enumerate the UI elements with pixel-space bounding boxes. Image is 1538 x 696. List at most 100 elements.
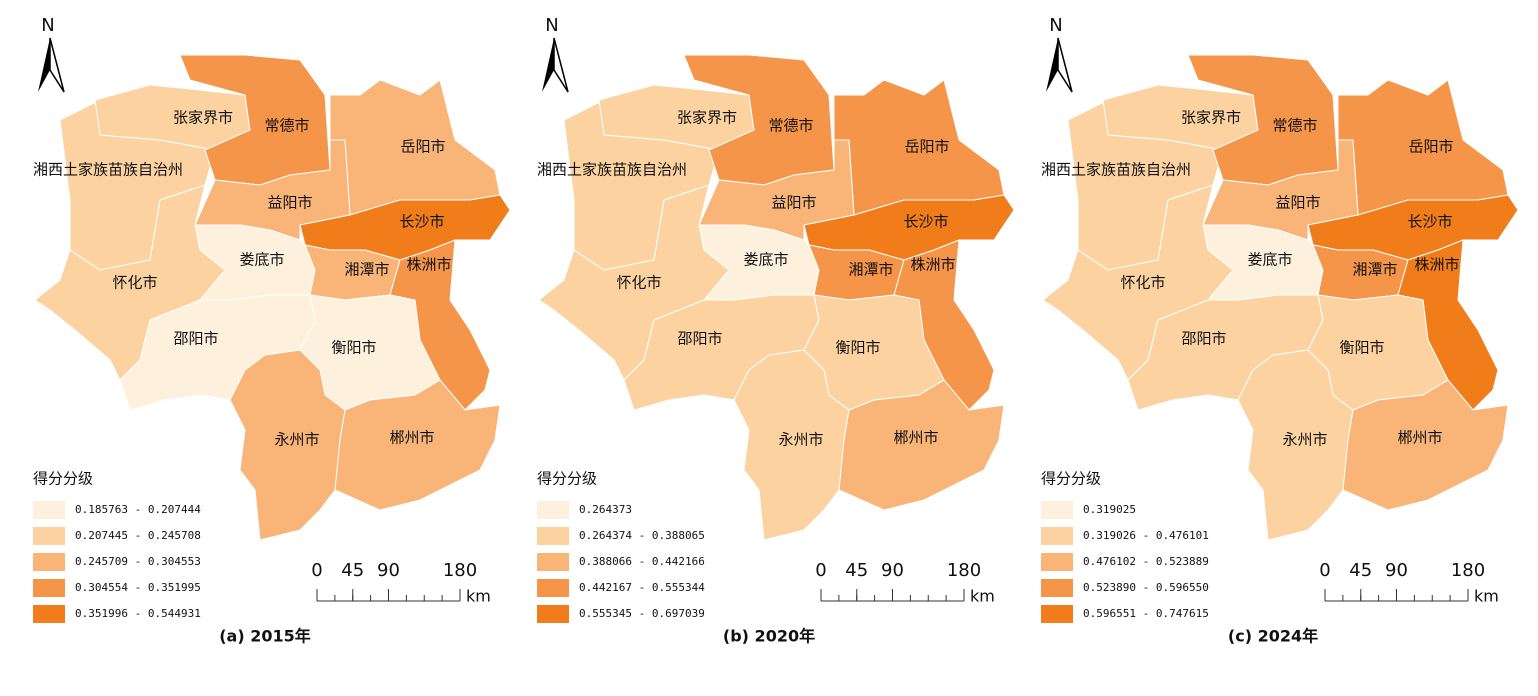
- region-label: 常德市: [768, 117, 813, 135]
- north-arrow: [38, 38, 50, 92]
- region: [838, 379, 1005, 511]
- region-label: 永州市: [778, 431, 823, 449]
- legend-swatch: [537, 553, 569, 571]
- legend-swatch: [33, 527, 65, 545]
- region-label: 永州市: [274, 431, 319, 449]
- region-label: 衡阳市: [1339, 339, 1384, 357]
- region-label: 常德市: [1272, 117, 1317, 135]
- region: [334, 379, 501, 511]
- scale-unit: km: [970, 587, 995, 606]
- scale-label: 90: [881, 560, 904, 581]
- legend-label: 0.388066 - 0.442166: [579, 555, 705, 568]
- region-label: 娄底市: [743, 251, 788, 269]
- region-label: 益阳市: [267, 194, 312, 212]
- legend-swatch: [537, 527, 569, 545]
- scale-label: 0: [1319, 560, 1330, 581]
- legend-swatch: [1041, 501, 1073, 519]
- legend-swatch: [1041, 605, 1073, 623]
- legend-swatch: [1041, 579, 1073, 597]
- scale-label: 0: [815, 560, 826, 581]
- scale-label: 45: [1349, 560, 1372, 581]
- region-label: 益阳市: [1275, 194, 1320, 212]
- region-label: 怀化市: [112, 274, 157, 292]
- scale-unit: km: [466, 587, 491, 606]
- legend-label: 0.351996 - 0.544931: [75, 607, 201, 620]
- region-label: 湘西土家族苗族自治州: [33, 161, 183, 179]
- north-label: N: [545, 15, 558, 36]
- north-arrow: [1057, 37, 1073, 93]
- panel-caption: (a) 2015年: [219, 627, 311, 646]
- legend-swatch: [33, 579, 65, 597]
- legend-label: 0.264373: [579, 503, 632, 516]
- region-label: 永州市: [1282, 431, 1327, 449]
- region-label: 长沙市: [399, 213, 444, 231]
- legend-label: 0.207445 - 0.245708: [75, 529, 201, 542]
- legend-label: 0.555345 - 0.697039: [579, 607, 705, 620]
- region-label: 衡阳市: [331, 339, 376, 357]
- region-label: 长沙市: [1407, 213, 1452, 231]
- north-arrow: [553, 37, 569, 93]
- region-label: 株洲市: [406, 256, 451, 274]
- legend-label: 0.304554 - 0.351995: [75, 581, 201, 594]
- region-label: 怀化市: [1120, 274, 1165, 292]
- legend-label: 0.476102 - 0.523889: [1083, 555, 1209, 568]
- region-label: 常德市: [264, 117, 309, 135]
- legend-swatch: [1041, 553, 1073, 571]
- scale-label: 90: [1385, 560, 1408, 581]
- legend-label: 0.596551 - 0.747615: [1083, 607, 1209, 620]
- north-arrow: [49, 37, 65, 93]
- region-label: 湘西土家族苗族自治州: [1041, 161, 1191, 179]
- scale-label: 45: [845, 560, 868, 581]
- region-label: 湘潭市: [344, 261, 389, 279]
- scale-label: 45: [341, 560, 364, 581]
- legend-title: 得分分级: [537, 470, 597, 488]
- north-label: N: [41, 15, 54, 36]
- region-label: 娄底市: [239, 251, 284, 269]
- legend-label: 0.185763 - 0.207444: [75, 503, 201, 516]
- region-label: 张家界市: [1181, 109, 1241, 127]
- region-label: 衡阳市: [835, 339, 880, 357]
- region-label: 邵阳市: [677, 330, 722, 348]
- legend-title: 得分分级: [33, 470, 93, 488]
- scale-label: 180: [947, 560, 981, 581]
- region-label: 岳阳市: [1408, 138, 1453, 156]
- panel-caption: (c) 2024年: [1228, 627, 1318, 646]
- region-label: 湘潭市: [848, 261, 893, 279]
- region-label: 湘潭市: [1352, 261, 1397, 279]
- legend-swatch: [33, 501, 65, 519]
- north-arrow: [542, 38, 554, 92]
- legend-label: 0.442167 - 0.555344: [579, 581, 705, 594]
- legend-label: 0.245709 - 0.304553: [75, 555, 201, 568]
- region-label: 岳阳市: [400, 138, 445, 156]
- region-label: 娄底市: [1247, 251, 1292, 269]
- region-label: 邵阳市: [173, 330, 218, 348]
- legend-label: 0.523890 - 0.596550: [1083, 581, 1209, 594]
- scale-label: 90: [377, 560, 400, 581]
- legend-swatch: [1041, 527, 1073, 545]
- legend-swatch: [33, 553, 65, 571]
- region-label: 岳阳市: [904, 138, 949, 156]
- region-label: 株洲市: [1414, 256, 1459, 274]
- scale-unit: km: [1474, 587, 1499, 606]
- region-label: 郴州市: [389, 429, 434, 447]
- legend-swatch: [537, 579, 569, 597]
- legend-swatch: [537, 605, 569, 623]
- region-label: 邵阳市: [1181, 330, 1226, 348]
- region-label: 怀化市: [616, 274, 661, 292]
- region-label: 长沙市: [903, 213, 948, 231]
- scale-label: 0: [311, 560, 322, 581]
- region-label: 益阳市: [771, 194, 816, 212]
- region-label: 株洲市: [910, 256, 955, 274]
- region: [1342, 379, 1509, 511]
- panel-caption: (b) 2020年: [723, 627, 815, 646]
- legend-swatch: [33, 605, 65, 623]
- north-label: N: [1049, 15, 1062, 36]
- scale-label: 180: [1451, 560, 1485, 581]
- legend-title: 得分分级: [1041, 470, 1101, 488]
- legend-swatch: [537, 501, 569, 519]
- region-label: 张家界市: [677, 109, 737, 127]
